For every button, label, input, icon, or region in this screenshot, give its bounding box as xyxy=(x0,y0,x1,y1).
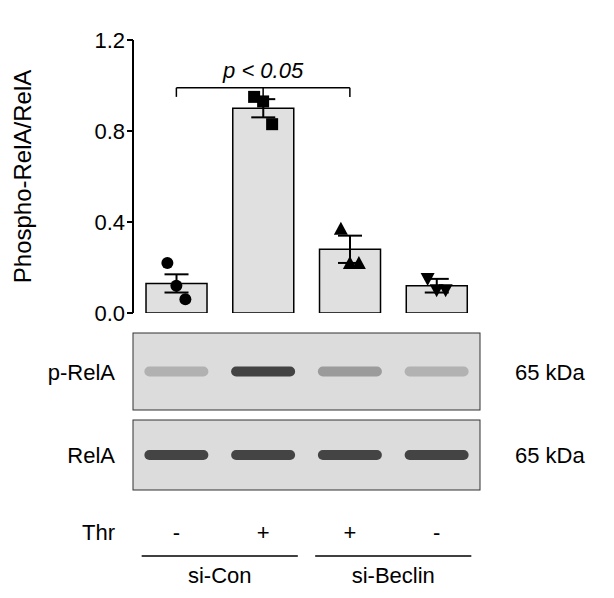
svg-text:+: + xyxy=(257,520,270,545)
svg-text:0.4: 0.4 xyxy=(94,210,125,235)
svg-text:Phospho-RelA/RelA: Phospho-RelA/RelA xyxy=(9,70,36,283)
svg-text:65 kDa: 65 kDa xyxy=(515,443,585,468)
svg-text:-: - xyxy=(433,520,440,545)
svg-text:0.8: 0.8 xyxy=(94,119,125,144)
svg-text:0.0: 0.0 xyxy=(94,301,125,326)
svg-text:+: + xyxy=(343,520,356,545)
svg-text:1.2: 1.2 xyxy=(94,28,125,53)
svg-text:p < 0.05: p < 0.05 xyxy=(222,58,304,83)
svg-text:si-Beclin: si-Beclin xyxy=(352,563,435,588)
svg-text:-: - xyxy=(173,520,180,545)
svg-text:65 kDa: 65 kDa xyxy=(515,360,585,385)
svg-text:p-RelA: p-RelA xyxy=(48,360,116,385)
svg-text:RelA: RelA xyxy=(67,443,115,468)
svg-text:si-Con: si-Con xyxy=(188,563,252,588)
svg-text:Thr: Thr xyxy=(82,520,115,545)
